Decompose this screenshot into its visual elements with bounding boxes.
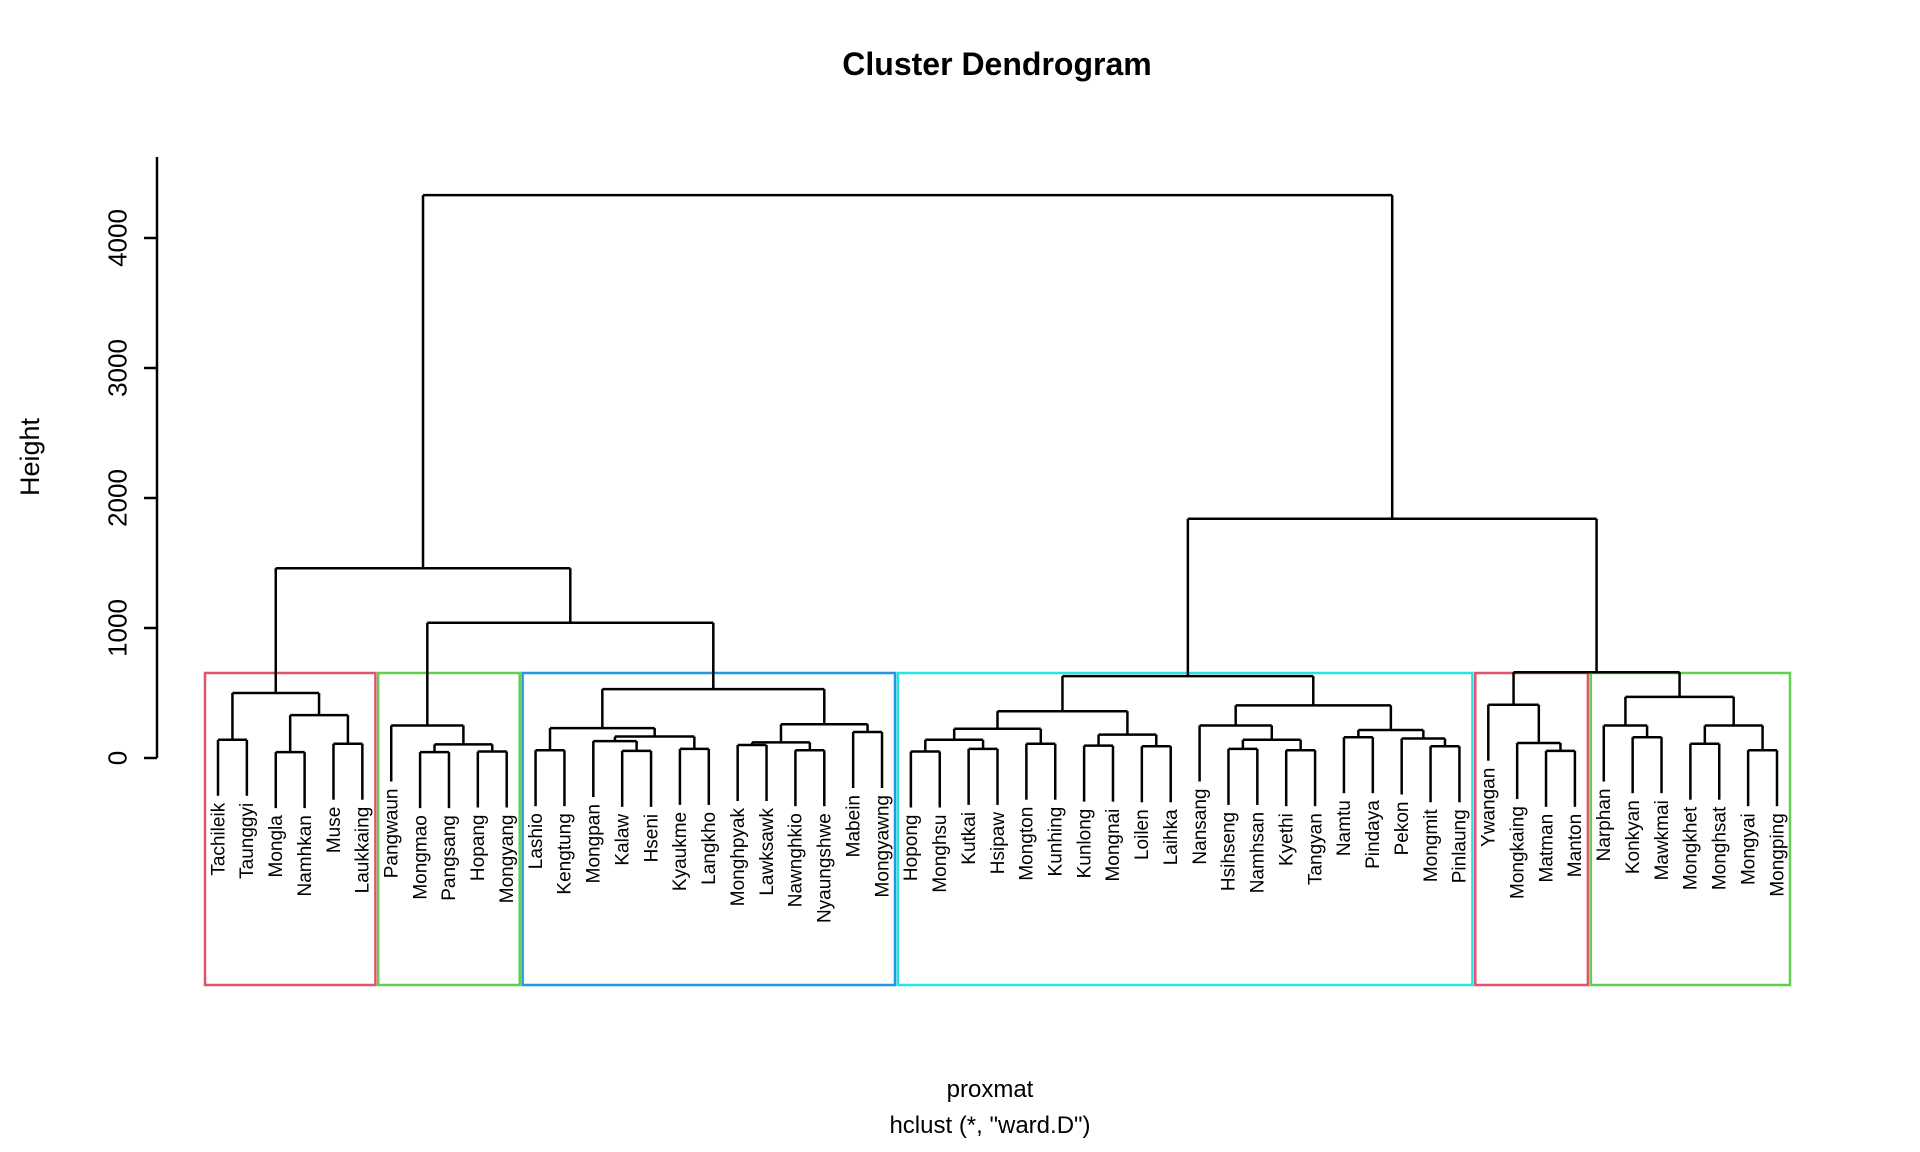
leaf-label: Hopang — [468, 815, 489, 882]
leaf-label: Hseni — [641, 814, 662, 863]
leaf-label: Nansang — [1190, 789, 1211, 865]
leaf-label: Tangyan — [1305, 813, 1326, 885]
leaf-label: Tachileik — [208, 802, 229, 875]
y-axis-tick-label: 2000 — [103, 469, 133, 527]
leaf-label: Mongping — [1767, 813, 1788, 896]
leaf-label: Monghpyak — [728, 808, 749, 907]
leaf-label: Mongkhet — [1681, 806, 1702, 890]
leaf-label: Hsihseng — [1219, 812, 1240, 891]
y-axis-tick-label: 3000 — [103, 339, 133, 397]
leaf-label: Mongyawng — [872, 795, 893, 897]
leaf-label: Kutkai — [959, 812, 980, 865]
leaf-label: Mongton — [1017, 807, 1038, 881]
y-axis-tick-label: 1000 — [103, 599, 133, 657]
leaf-label: Kyaukme — [670, 812, 691, 891]
leaf-label: Hopong — [901, 815, 922, 882]
leaf-label: Monghsat — [1710, 806, 1731, 890]
leaf-label: Mongmao — [410, 815, 431, 900]
leaf-label: Nyaungshwe — [815, 813, 836, 923]
leaf-label: Pangwaun — [381, 789, 402, 879]
cluster-box — [203, 671, 377, 987]
leaf-label: Kalaw — [612, 814, 633, 866]
leaf-label: Laukkaing — [353, 807, 374, 894]
caption-method: hclust (*, "ward.D") — [889, 1112, 1091, 1139]
y-axis-tick-label: 0 — [103, 751, 133, 765]
leaf-label: Monghsu — [930, 815, 951, 893]
cluster-box — [376, 671, 521, 987]
leaf-labels-layer: Tachileik Taunggyi Mongla Namhkan Muse Laukka… — [208, 768, 1788, 923]
leaf-label: Mongnai — [1103, 809, 1124, 882]
leaf-label: Namhsan — [1248, 812, 1269, 893]
leaf-label: Pinlaung — [1450, 809, 1471, 883]
cluster-box — [896, 671, 1474, 987]
y-axis-tick-label: 4000 — [103, 209, 133, 267]
leaf-label: Mongyai — [1738, 813, 1759, 885]
leaf-label: Muse — [324, 807, 345, 853]
leaf-label: Manton — [1565, 814, 1586, 877]
y-axis-title: Height — [15, 417, 45, 496]
leaf-label: Pekon — [1392, 802, 1413, 856]
leaf-label: Kengtung — [555, 813, 576, 894]
leaf-label: Namtu — [1334, 800, 1355, 856]
dendrogram-tree-layer — [216, 193, 1779, 809]
leaf-label: Matman — [1536, 814, 1557, 883]
leaf-label: Namhkan — [295, 815, 316, 896]
leaf-label: Lashio — [526, 813, 547, 869]
cluster-box — [1589, 671, 1792, 987]
cluster-box — [521, 671, 897, 987]
leaf-label: Langkho — [699, 812, 720, 885]
leaf-label: Nawnghkio — [786, 813, 807, 907]
leaf-label: Mongpan — [584, 804, 605, 883]
leaf-label: Mongkaing — [1507, 806, 1528, 899]
leaf-label: Konkyan — [1623, 800, 1644, 874]
leaf-label: Laihka — [1161, 809, 1182, 865]
chart-title: Cluster Dendrogram — [842, 46, 1152, 82]
leaf-label: Pindaya — [1363, 800, 1384, 869]
leaf-label: Lawksawk — [757, 808, 778, 896]
leaf-label: Kyethi — [1276, 813, 1297, 866]
leaf-label: Mawkmai — [1652, 800, 1673, 880]
caption-data-name: proxmat — [946, 1076, 1034, 1103]
leaf-label: Mabein — [843, 795, 864, 857]
leaf-label: Kunhing — [1046, 807, 1067, 877]
leaf-label: Mongla — [266, 815, 287, 878]
leaf-label: Narphan — [1594, 789, 1615, 862]
leaf-label: Loilen — [1132, 809, 1153, 860]
leaf-label: Mongmit — [1421, 809, 1442, 883]
leaf-label: Pangsang — [439, 815, 460, 901]
leaf-label: Mongyang — [497, 815, 518, 904]
leaf-label: Ywangan — [1479, 768, 1500, 847]
leaf-label: Hsipaw — [988, 812, 1009, 875]
leaf-label: Taunggyi — [237, 803, 258, 879]
leaf-label: Kunlong — [1074, 809, 1095, 879]
y-axis: 0 1000 2000 3000 4000 — [103, 157, 159, 765]
